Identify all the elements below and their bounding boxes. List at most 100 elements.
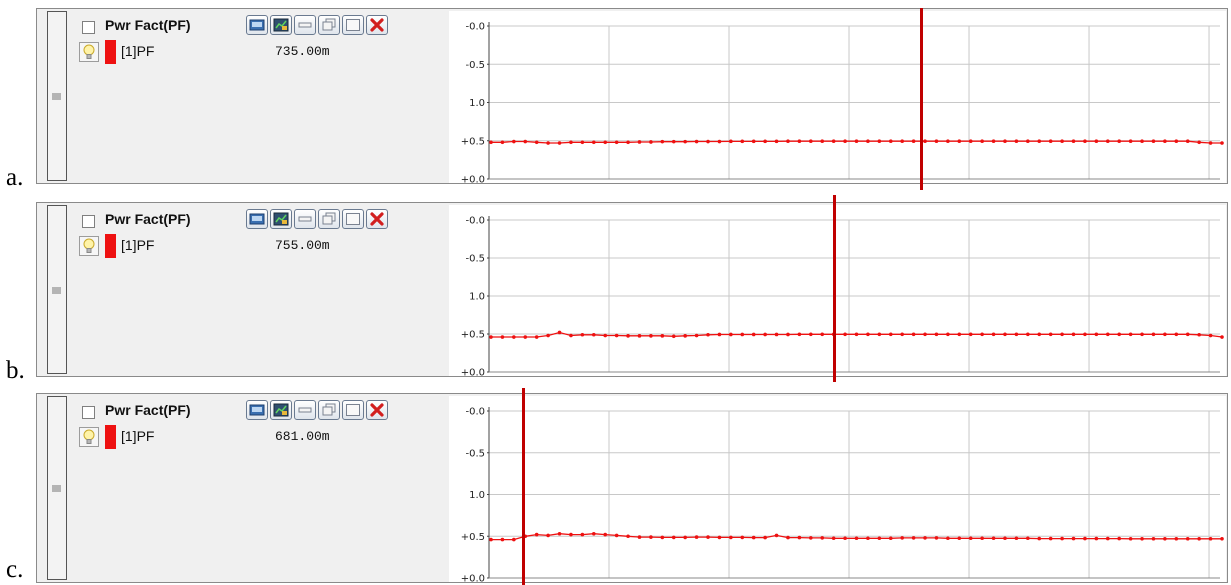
pf-data-point (888, 332, 893, 337)
pf-data-point (1026, 536, 1030, 541)
series-name: [1]PF (121, 428, 155, 444)
pf-data-point (809, 139, 813, 144)
pf-data-point (649, 140, 653, 144)
visibility-toggle[interactable] (79, 42, 99, 62)
pf-data-point (729, 535, 733, 540)
pf-data-point (1140, 139, 1144, 144)
close-button[interactable] (366, 400, 388, 420)
pf-data-point (1185, 536, 1190, 541)
minimize-button[interactable] (294, 209, 316, 229)
y-tick-label: +0.0 (461, 175, 485, 184)
pf-data-point (946, 536, 950, 541)
pf-plot-area[interactable]: -0.0 -0.5 1.0 +0.5 +0.0 (449, 396, 1226, 582)
pf-data-point (968, 139, 973, 144)
pf-data-point (786, 139, 790, 144)
pf-data-point (717, 332, 722, 337)
pf-data-point (820, 332, 825, 337)
minimize-button[interactable] (294, 15, 316, 35)
pf-data-point (888, 139, 893, 144)
drag-grip-icon (52, 286, 61, 294)
time-cursor[interactable] (833, 195, 836, 382)
drag-grip[interactable] (47, 396, 67, 580)
close-button[interactable] (366, 15, 388, 35)
pf-data-point (854, 536, 859, 541)
pf-data-point (1048, 332, 1053, 337)
pf-data-point (1105, 139, 1110, 144)
screen-button[interactable] (246, 15, 268, 35)
pf-data-point (500, 335, 505, 339)
pf-plot-area[interactable]: -0.0 -0.5 1.0 +0.5 +0.0 (449, 205, 1226, 376)
pf-data-point (1117, 536, 1122, 541)
restore-icon (322, 403, 336, 416)
series-color-swatch[interactable] (105, 234, 116, 258)
pf-data-point (923, 536, 927, 540)
chart-edit-button[interactable] (270, 15, 292, 35)
pf-data-point (1197, 536, 1201, 541)
pf-chart: -0.0 -0.5 1.0 +0.5 +0.0 (461, 407, 1224, 582)
y-tick-label: -0.5 (465, 448, 485, 459)
pf-data-point (968, 536, 973, 541)
minimize-button[interactable] (294, 400, 316, 420)
pf-data-point (649, 334, 653, 338)
pf-channel-panel-c: Pwr Fact(PF) [1]PF 681.00m -0.0 -0.5 1.0 +0… (36, 393, 1228, 583)
pf-data-point (751, 535, 756, 540)
y-tick-label: +0.5 (461, 532, 485, 543)
pf-data-point (774, 139, 779, 144)
chart-edit-button[interactable] (270, 209, 292, 229)
restore-button[interactable] (318, 209, 340, 229)
pf-data-point (820, 139, 825, 144)
y-tick-label: -0.5 (465, 60, 485, 71)
pf-data-point (729, 332, 733, 337)
screen-icon (249, 19, 265, 31)
pf-data-point (569, 333, 573, 338)
screen-button[interactable] (246, 400, 268, 420)
pf-data-point (740, 535, 745, 540)
maximize-button[interactable] (342, 209, 364, 229)
series-color-swatch[interactable] (105, 425, 116, 449)
cursor-value: 681.00m (275, 429, 330, 444)
pf-data-point (603, 532, 608, 537)
channel-checkbox[interactable] (82, 21, 95, 34)
visibility-toggle[interactable] (79, 236, 99, 256)
close-button[interactable] (366, 209, 388, 229)
drag-grip[interactable] (47, 11, 67, 181)
channel-title: Pwr Fact(PF) (105, 402, 191, 418)
chart-edit-button[interactable] (270, 400, 292, 420)
pf-data-point (740, 139, 745, 144)
pf-data-point (854, 332, 859, 337)
series-color-swatch[interactable] (105, 40, 116, 64)
pf-data-point (1094, 139, 1099, 144)
pf-data-point (820, 536, 825, 540)
pf-data-point (763, 535, 767, 540)
visibility-toggle[interactable] (79, 427, 99, 447)
maximize-button[interactable] (342, 15, 364, 35)
restore-button[interactable] (318, 15, 340, 35)
pf-data-point (843, 332, 847, 337)
minimize-icon (298, 407, 312, 413)
lightbulb-icon (83, 429, 95, 444)
pf-data-point (706, 332, 710, 337)
pf-data-point (637, 140, 642, 144)
time-cursor[interactable] (920, 8, 923, 190)
time-cursor[interactable] (522, 388, 525, 585)
pf-data-point (683, 139, 687, 144)
pf-data-point (1151, 536, 1156, 541)
pf-data-point (1037, 332, 1042, 337)
drag-grip[interactable] (47, 205, 67, 374)
channel-checkbox[interactable] (82, 215, 95, 228)
pf-data-point (614, 533, 619, 538)
pf-data-point (534, 532, 539, 537)
pf-plot-area[interactable]: -0.0 -0.5 1.0 +0.5 +0.0 (449, 11, 1226, 183)
pf-channel-panel-a: Pwr Fact(PF) [1]PF 735.00m -0.0 -0.5 1.0 +0… (36, 8, 1228, 184)
y-tick-label: 1.0 (469, 490, 485, 501)
pf-data-point (1197, 140, 1201, 145)
y-tick-label: -0.5 (465, 254, 485, 265)
screen-button[interactable] (246, 209, 268, 229)
pf-data-point (831, 536, 836, 541)
channel-checkbox[interactable] (82, 406, 95, 419)
pf-data-point (1174, 536, 1179, 541)
pf-data-point (1071, 139, 1076, 144)
pf-data-point (934, 536, 939, 540)
maximize-button[interactable] (342, 400, 364, 420)
restore-button[interactable] (318, 400, 340, 420)
